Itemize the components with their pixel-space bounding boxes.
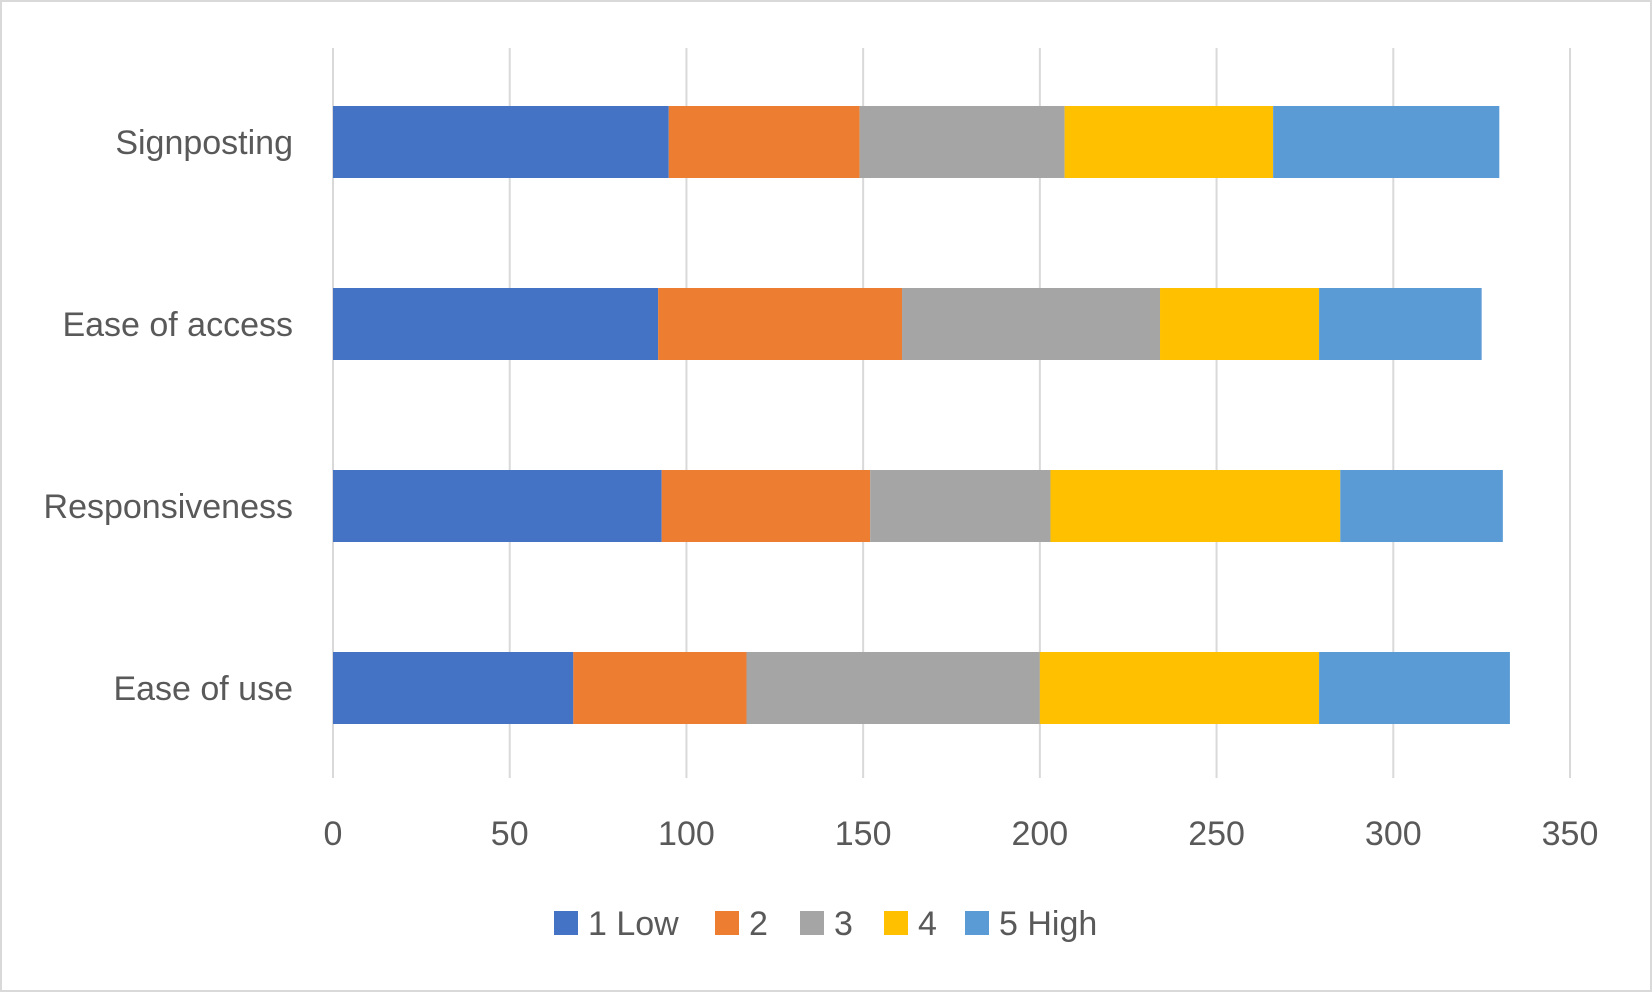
bar-segment bbox=[870, 470, 1051, 542]
legend-label: 5 High bbox=[999, 905, 1097, 943]
legend-swatch bbox=[554, 911, 578, 935]
bar-segment bbox=[859, 106, 1065, 178]
bar-segment bbox=[1340, 470, 1503, 542]
legend-swatch bbox=[715, 911, 739, 935]
bar-segment bbox=[1319, 288, 1482, 360]
bar-segment bbox=[333, 652, 574, 724]
bar-segment bbox=[573, 652, 747, 724]
category-label: Responsiveness bbox=[44, 488, 293, 526]
x-axis-tick-labels: 0 50 100 150 200 250 300 350 bbox=[324, 815, 1599, 853]
x-tick-label: 200 bbox=[1011, 815, 1068, 853]
x-tick-label: 350 bbox=[1542, 815, 1599, 853]
x-tick-label: 100 bbox=[658, 815, 715, 853]
category-label: Ease of use bbox=[113, 670, 293, 708]
bar-segment bbox=[1039, 652, 1320, 724]
bar-segment bbox=[1050, 470, 1341, 542]
legend: 1 Low 2 3 4 5 High bbox=[554, 905, 1097, 943]
bar-segment bbox=[661, 470, 871, 542]
bar-segment bbox=[746, 652, 1040, 724]
bar-segment bbox=[333, 288, 659, 360]
bar-segment bbox=[668, 106, 860, 178]
x-tick-label: 50 bbox=[491, 815, 529, 853]
legend-swatch bbox=[965, 911, 989, 935]
x-tick-label: 0 bbox=[324, 815, 343, 853]
bar-segment bbox=[333, 106, 669, 178]
legend-label: 3 bbox=[834, 905, 853, 943]
legend-swatch bbox=[884, 911, 908, 935]
legend-swatch bbox=[800, 911, 824, 935]
legend-label: 4 bbox=[918, 905, 937, 943]
legend-label: 1 Low bbox=[588, 905, 679, 943]
category-label: Ease of access bbox=[62, 306, 293, 344]
legend-label: 2 bbox=[749, 905, 768, 943]
bar-segment bbox=[1319, 652, 1510, 724]
bar-segment bbox=[658, 288, 903, 360]
x-tick-label: 150 bbox=[835, 815, 892, 853]
bar-segment bbox=[1273, 106, 1500, 178]
x-tick-label: 250 bbox=[1188, 815, 1245, 853]
bar-segment bbox=[902, 288, 1161, 360]
bar-segment bbox=[1064, 106, 1274, 178]
category-labels: Signposting Ease of access Responsiveness E… bbox=[44, 124, 293, 708]
bars bbox=[333, 106, 1510, 724]
x-tick-label: 300 bbox=[1365, 815, 1422, 853]
bar-segment bbox=[1160, 288, 1320, 360]
bar-segment bbox=[333, 470, 662, 542]
category-label: Signposting bbox=[115, 124, 293, 162]
